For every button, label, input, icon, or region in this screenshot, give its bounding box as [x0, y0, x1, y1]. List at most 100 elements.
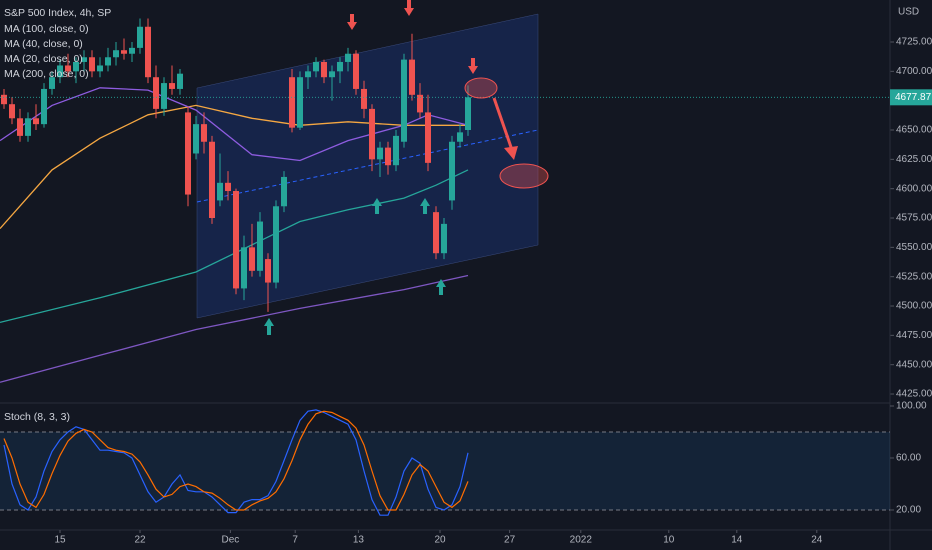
candle-body	[289, 77, 295, 128]
x-tick-label: 13	[353, 535, 365, 546]
candle-body	[265, 259, 271, 283]
y-tick-label: 4525.00	[896, 271, 932, 282]
candle-body	[273, 206, 279, 283]
candle-body	[441, 223, 447, 254]
candle-body	[297, 77, 303, 128]
stoch-line	[3, 409, 469, 516]
target-ellipse	[499, 163, 549, 189]
candle-body	[17, 118, 23, 136]
candle-body	[217, 182, 223, 201]
candle-body	[465, 97, 471, 131]
moving-average	[0, 274, 469, 383]
candle-body	[89, 57, 95, 72]
stoch-line	[3, 410, 469, 511]
y-tick-label: 4425.00	[896, 389, 932, 400]
moving-average	[0, 169, 469, 324]
candle-body	[449, 141, 455, 201]
candle-body	[209, 141, 215, 219]
y-tick-label: 100.00	[896, 401, 927, 412]
y-tick-label: 4500.00	[896, 301, 932, 312]
candle-body	[225, 182, 231, 192]
candle-body	[105, 57, 111, 66]
candle-body	[305, 71, 311, 78]
candle-body	[193, 124, 199, 154]
axis-unit: USD	[898, 7, 919, 18]
candle-body	[1, 94, 7, 105]
x-tick-label: 10	[663, 535, 675, 546]
moving-average	[0, 87, 469, 162]
candle-body	[185, 112, 191, 195]
up-arrow	[420, 198, 430, 214]
projection-arrowhead	[504, 146, 518, 160]
candle-body	[401, 59, 407, 142]
candle-body	[409, 59, 415, 95]
x-tick-label: 22	[134, 535, 146, 546]
legend-entry: MA (40, close, 0)	[4, 38, 83, 50]
y-tick-label: 4550.00	[896, 242, 932, 253]
y-tick-label: 60.00	[896, 453, 921, 464]
candle-body	[329, 71, 335, 78]
up-arrow	[436, 279, 446, 295]
legend-entry: MA (200, close, 0)	[4, 68, 89, 80]
candle-body	[41, 88, 47, 125]
candle-body	[137, 26, 143, 48]
channel	[196, 13, 539, 319]
x-tick-label: 27	[504, 535, 516, 546]
y-tick-label: 4725.00	[896, 37, 932, 48]
candle-body	[121, 50, 127, 54]
y-tick-label: 20.00	[896, 505, 921, 516]
candle-body	[233, 191, 239, 289]
annotations	[264, 0, 549, 335]
legend-entry: MA (20, close, 0)	[4, 53, 83, 65]
candle-body	[417, 94, 423, 113]
y-tick-label: 4650.00	[896, 125, 932, 136]
candle-body	[377, 147, 383, 160]
target-ellipse	[464, 77, 498, 99]
candle-body	[425, 112, 431, 163]
up-arrow	[264, 318, 274, 335]
candle-body	[49, 77, 55, 89]
stoch-band	[0, 431, 890, 510]
candle-body	[257, 221, 263, 271]
last-price-label: 4677.87	[895, 92, 932, 103]
y-tick-label: 4600.00	[896, 183, 932, 194]
candle-body	[73, 61, 79, 72]
candle-body	[81, 57, 87, 62]
up-arrow	[372, 198, 382, 214]
candle-body	[33, 118, 39, 125]
candle-body	[361, 88, 367, 109]
x-tick-label: 2022	[570, 535, 593, 546]
projection-arrow	[492, 97, 514, 151]
candle-body	[337, 61, 343, 72]
candle-body	[9, 104, 15, 119]
chart-title: S&P 500 Index, 4h, SP	[4, 7, 111, 19]
candle-body	[353, 53, 359, 89]
candle-body	[385, 147, 391, 166]
candle-body	[97, 65, 103, 72]
candle-body	[153, 77, 159, 109]
candle-body	[369, 108, 375, 160]
candle-body	[241, 247, 247, 289]
last-price-box	[890, 89, 932, 106]
stoch-panel: 100.00 60.00 20.00	[0, 401, 927, 516]
candle-body	[393, 135, 399, 166]
moving-average	[0, 104, 468, 230]
down-arrow	[468, 58, 478, 74]
candle-body	[57, 65, 63, 78]
candle-body	[313, 61, 319, 72]
x-tick-label: Dec	[222, 535, 240, 546]
candle-body	[129, 47, 135, 54]
candle-body	[281, 176, 287, 207]
candle-body	[161, 83, 167, 109]
x-tick-label: 15	[54, 535, 66, 546]
candle-body	[457, 132, 463, 142]
x-tick-label: 14	[731, 535, 743, 546]
x-tick-label: 7	[292, 535, 298, 546]
candle-body	[249, 247, 255, 271]
candle-body	[65, 65, 71, 72]
legend-entry: MA (100, close, 0)	[4, 23, 89, 35]
y-tick-label: 4625.00	[896, 154, 932, 165]
x-tick-label: 20	[434, 535, 446, 546]
candle-body	[169, 83, 175, 89]
x-tick-label: 24	[811, 535, 823, 546]
